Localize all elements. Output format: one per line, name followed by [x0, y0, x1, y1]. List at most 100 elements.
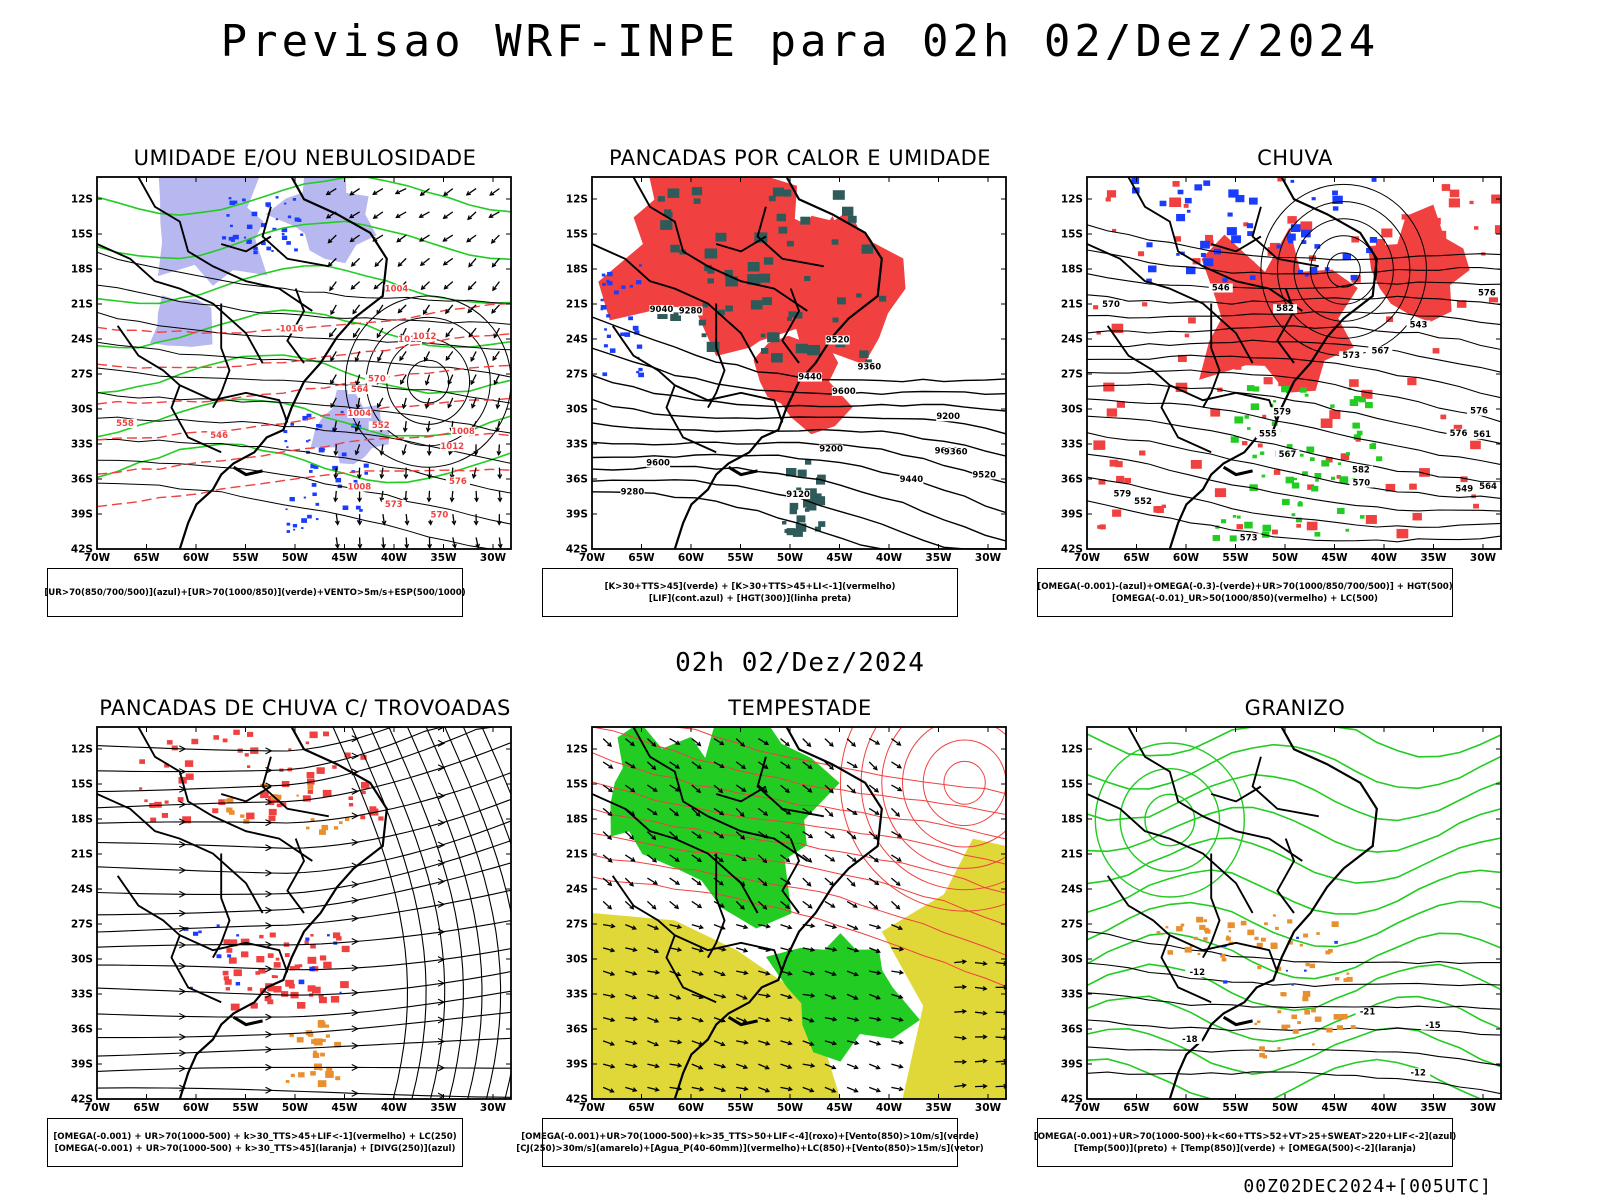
contour-ring [1119, 768, 1221, 872]
field-speck [1205, 234, 1213, 242]
contour-label-bg [943, 447, 968, 457]
political-border [1106, 325, 1171, 387]
field-speck [1349, 379, 1359, 387]
wind-vector [824, 738, 834, 747]
lat-label: 18S [566, 814, 588, 826]
field-speck [1282, 363, 1295, 373]
field-speck [1440, 414, 1447, 420]
field-speck [1296, 936, 1299, 939]
wind-vector [498, 537, 502, 548]
field-speck [1227, 212, 1233, 217]
lat-label: 27S [1061, 369, 1083, 381]
political-border [665, 384, 717, 454]
field-speck [1334, 940, 1338, 944]
wind-arrowhead [875, 1064, 881, 1070]
wind-arrowhead [762, 881, 768, 887]
wind-vector [780, 1086, 792, 1091]
wind-arrowhead [381, 543, 386, 549]
field-speck [308, 439, 311, 441]
field-speck [268, 808, 277, 816]
coastline [673, 727, 883, 1099]
wind-vector [713, 761, 725, 769]
lat-label: 18S [566, 264, 588, 276]
field-speck [275, 794, 282, 800]
field-speck [297, 1002, 306, 1009]
field-speck [1302, 471, 1308, 476]
field-speck [1234, 416, 1244, 424]
field-speck [319, 955, 327, 961]
field-speck [1223, 980, 1228, 984]
lon-label: 60W [183, 552, 210, 564]
wind-vector [494, 374, 500, 385]
wind-arrowhead [467, 215, 472, 221]
wind-arrowhead [491, 308, 496, 314]
map-frame [591, 726, 1007, 1100]
field-speck [1469, 200, 1474, 205]
field-speck [1131, 177, 1140, 185]
field-speck [251, 211, 258, 217]
wind-vector [402, 444, 407, 455]
field-speck [831, 239, 839, 245]
field-speck [325, 1034, 330, 1038]
field-speck [1304, 969, 1307, 972]
lat-label: 15S [566, 229, 588, 241]
field-speck [310, 934, 314, 937]
field-speck [332, 932, 341, 939]
field-speck [1139, 450, 1146, 456]
field-speck [229, 200, 236, 206]
wind-arrowhead [329, 286, 334, 292]
streamline-arrow [265, 844, 273, 852]
field-speck [1456, 300, 1467, 308]
contour-line [97, 397, 511, 441]
wind-vector [974, 1011, 987, 1015]
field-speck [1320, 418, 1333, 428]
wind-arrowhead [876, 1016, 882, 1022]
field-speck [323, 731, 329, 737]
streamline [97, 1087, 511, 1098]
field-speck [1146, 278, 1152, 283]
wind-vector [471, 397, 477, 408]
field-speck [1291, 1014, 1298, 1020]
wind-arrowhead [695, 811, 701, 817]
streamline [351, 727, 427, 1099]
field-speck [794, 311, 803, 319]
contour-label-bg [279, 324, 304, 334]
contour-line [1087, 963, 1501, 1012]
political-border [781, 288, 801, 364]
wind-vector [757, 738, 769, 745]
wind-vector [624, 854, 635, 862]
lon-label: 55W [727, 552, 754, 564]
wind-arrowhead [718, 788, 724, 794]
lon-label: 35W [430, 1102, 457, 1114]
field-speck [1167, 950, 1174, 955]
wind-arrowhead [354, 450, 360, 456]
streamline-arrow [437, 859, 446, 867]
wind-vector [780, 1040, 792, 1045]
wind-arrowhead [1003, 1035, 1006, 1041]
wind-vector [396, 234, 407, 243]
contour-label: 582 [1276, 304, 1294, 314]
contour-line [1087, 727, 1501, 758]
contour-line [1087, 806, 1501, 853]
wind-vector [869, 1040, 881, 1046]
field-speck [312, 492, 317, 496]
streamline-arrow [437, 792, 446, 800]
field-speck [1396, 528, 1409, 539]
contour-label-bg [364, 374, 389, 384]
field-speck [1249, 197, 1258, 205]
wind-vector [891, 784, 902, 792]
field-speck [1361, 389, 1373, 399]
wind-arrowhead [443, 284, 449, 290]
contour-line [592, 854, 1006, 956]
contour-line [1087, 453, 1501, 512]
field-speck [335, 477, 342, 483]
field-speck [269, 932, 276, 938]
field-speck [1306, 446, 1315, 453]
field-speck [1203, 937, 1208, 941]
lon-label: 65W [1123, 552, 1150, 564]
field-speck [1227, 922, 1235, 929]
field-speck [1277, 1010, 1282, 1014]
political-border [212, 303, 231, 409]
wind-vector [376, 327, 384, 338]
field-speck [1116, 475, 1125, 483]
